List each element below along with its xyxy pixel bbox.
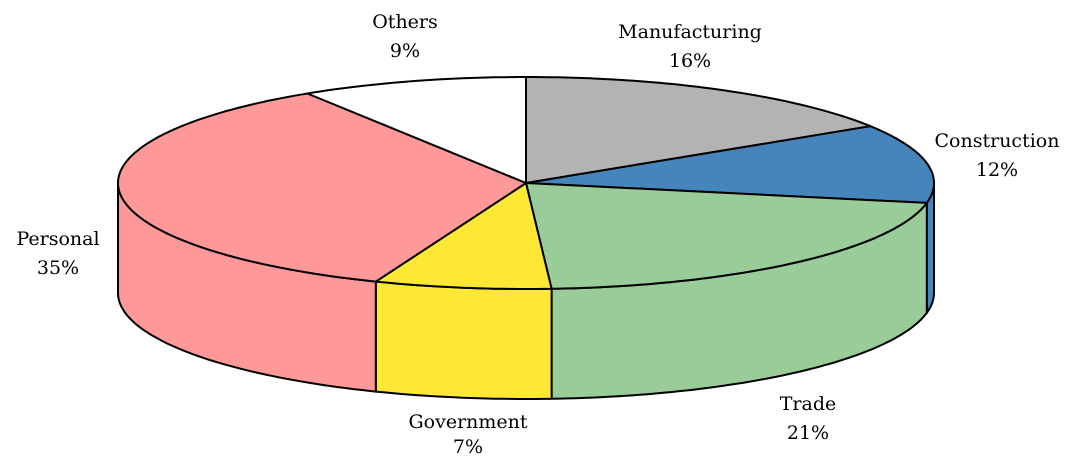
slice-label: Construction (935, 130, 1060, 152)
slice-label: Trade (780, 393, 837, 415)
slice (525, 125, 935, 204)
slice-label: Manufacturing (618, 21, 762, 43)
slice (306, 76, 527, 184)
slice-label: Others (372, 11, 438, 33)
slice-value-label: 7% (453, 436, 483, 458)
slice-value-label: 12% (976, 159, 1018, 181)
slice-value-label: 35% (37, 257, 79, 279)
slice-value-label: 16% (669, 50, 711, 72)
slice-value-label: 9% (390, 40, 420, 62)
slice (525, 76, 872, 184)
slice (525, 182, 928, 290)
slice-label: Personal (16, 228, 99, 250)
slice-label: Government (408, 411, 527, 433)
slice-value-label: 21% (787, 422, 829, 444)
slice-side (374, 280, 553, 400)
slice (374, 182, 553, 290)
slice (117, 92, 527, 283)
